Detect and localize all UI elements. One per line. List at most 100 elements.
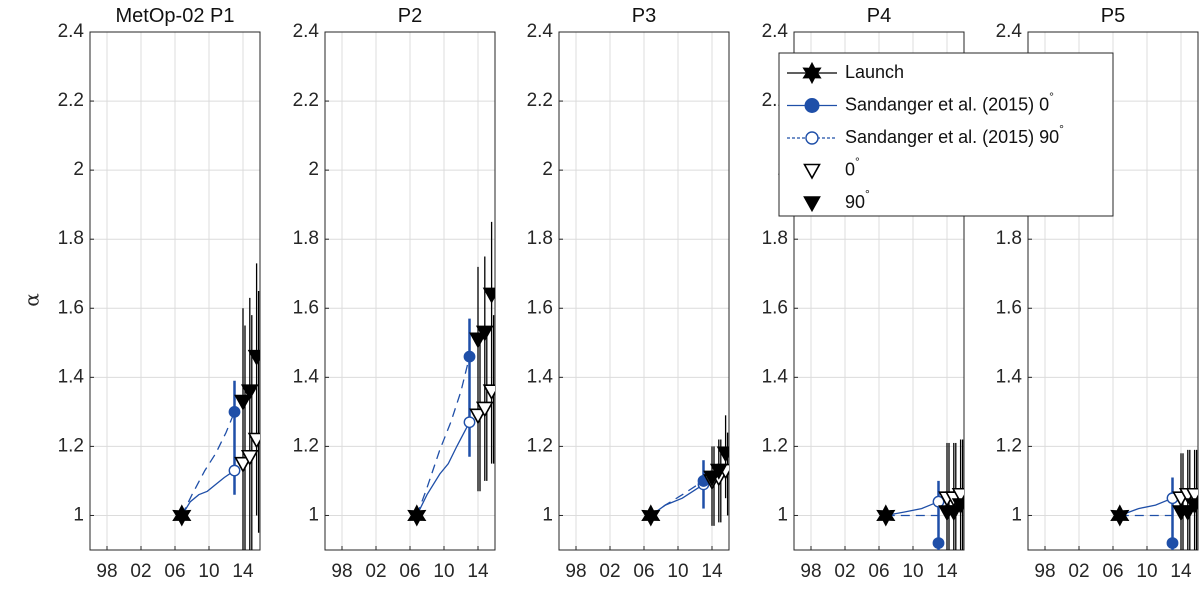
y-tick-label: 1.6 [293,297,319,318]
triangle-90-point [469,332,487,349]
legend: Launch Sandanger et al. (2015) 0° Sandange… [778,52,1114,217]
y-tick-label: 2.2 [293,90,319,111]
legend-filled-triangle-marker [803,196,821,213]
y-tick-label: 1.4 [762,366,789,387]
x-tick-label: 98 [1034,561,1055,582]
x-tick-label: 06 [633,561,654,582]
legend-entry-s0: Sandanger et al. (2015) 0° [787,90,1054,115]
y-tick-label: 1.2 [762,435,788,456]
panel-title: P4 [867,5,891,27]
x-tick-label: 14 [701,561,723,582]
triangle-0-point [475,401,494,418]
legend-open-triangle-marker [803,163,821,180]
sandanger-90-line [416,356,471,516]
y-tick-label: 2.4 [762,21,789,42]
x-tick-label: 06 [399,561,420,582]
sandanger-0-line [1119,497,1173,517]
triangle-90-point [1178,505,1197,522]
triangle-90-point [482,287,495,304]
y-tick-label: 1.8 [762,228,788,249]
y-tick-label: 2 [542,159,553,180]
y-tick-label: 1.8 [996,228,1022,249]
legend-degree-mark: ° [1059,122,1064,136]
panel-frame [793,31,965,551]
panel-3: 1 1.2 1.4 1.6 1.8 2 2.2 2.4 98 02 06 10 14 P3 [527,5,730,582]
sandanger-90-point [932,495,945,508]
x-tick-label: 98 [565,561,586,582]
sandanger-0-line [885,501,939,517]
legend-filled-circle-marker [804,98,820,113]
x-tick-label: 06 [868,561,889,582]
y-tick-label: 1.2 [293,435,319,456]
y-tick-label: 2 [308,159,319,180]
panels: 1 1.2 1.4 1.6 1.8 2 2.2 2.4 98 02 06 10 14 MetOp-02 P… [58,5,1199,582]
y-axis-label: α [20,293,44,307]
launch-point [641,504,661,527]
x-tick-label: 14 [467,561,489,582]
x-tick-label: 02 [365,561,386,582]
y-tick-label: 2.4 [527,21,554,42]
triangle-90-point [240,384,259,401]
x-tick-label: 14 [232,561,254,582]
panel-frame [558,31,730,551]
data-marks [641,415,729,527]
x-tick-label: 10 [902,561,923,582]
x-tick-label: 14 [1170,561,1192,582]
triangle-90-point [716,446,729,463]
x-tick-label: 02 [1068,561,1089,582]
launch-point [1110,504,1130,527]
legend-box [778,52,1114,217]
data-marks [876,439,964,550]
sandanger-90-point [463,416,476,429]
x-tick-label: 10 [667,561,688,582]
y-tick-label: 1 [308,504,319,525]
legend-degree-mark: ° [855,155,860,169]
y-tick-label: 2.2 [58,90,84,111]
panel-frame [89,31,261,551]
triangle-0-point [234,456,252,473]
triangle-0-point [482,384,495,401]
y-tick-label: 1.4 [58,366,85,387]
y-tick-label: 1.4 [996,366,1023,387]
y-tick-label: 1.2 [527,435,553,456]
triangle-0-point [469,408,487,425]
sandanger-0-point [463,350,476,363]
triangle-90-point [944,505,963,522]
launch-point [172,504,192,527]
panel-title: P5 [1101,5,1125,27]
y-tick-label: 1 [777,504,788,525]
legend-label: Launch [845,62,904,82]
legend-star-marker [802,61,822,85]
y-tick-label: 1 [1011,504,1022,525]
legend-label: Sandanger et al. (2015) 0° [845,90,1054,115]
triangle-90-point [475,325,494,342]
y-tick-label: 2 [73,159,84,180]
triangle-90-point [247,349,260,366]
y-tick-label: 1.2 [996,435,1022,456]
x-tick-label: 98 [96,561,117,582]
triangle-90-point [703,470,721,487]
x-tick-label: 98 [331,561,352,582]
y-tick-label: 2.2 [527,90,553,111]
panel-title: MetOp-02 P1 [116,5,235,27]
data-marks [407,221,495,527]
sandanger-0-point [932,537,945,549]
y-tick-label: 1.6 [527,297,553,318]
x-tick-label: 10 [198,561,219,582]
x-tick-label: 02 [599,561,620,582]
y-tick-label: 1.4 [293,366,320,387]
sandanger-0-line [416,421,471,516]
y-tick-label: 1.2 [58,435,84,456]
sandanger-0-point [1166,537,1179,549]
sandanger-90-line [181,411,236,516]
sandanger-0-point [228,405,241,418]
x-tick-label: 98 [800,561,821,582]
y-tick-label: 1.4 [527,366,554,387]
data-marks [1110,449,1198,550]
x-tick-label: 02 [834,561,855,582]
x-tick-label: 10 [1136,561,1157,582]
data-marks [172,263,260,550]
y-tick-label: 1.6 [58,297,84,318]
panel-title: P2 [398,5,422,27]
triangle-90-point [1185,498,1198,515]
